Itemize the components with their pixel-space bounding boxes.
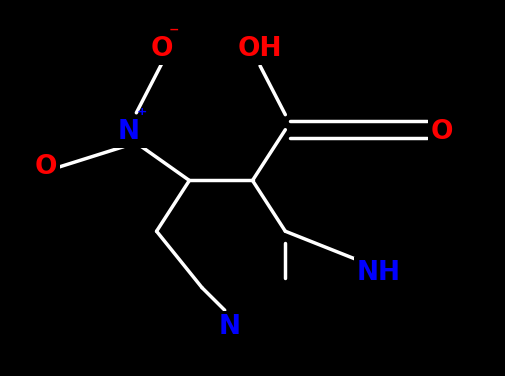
Text: O: O bbox=[431, 118, 453, 145]
Text: N⁺: N⁺ bbox=[111, 118, 147, 145]
Text: ⁺: ⁺ bbox=[136, 107, 146, 126]
Text: O: O bbox=[34, 154, 57, 180]
Text: OH: OH bbox=[238, 36, 282, 62]
Text: O: O bbox=[150, 36, 173, 62]
Text: O⁻: O⁻ bbox=[143, 36, 180, 62]
Text: NH: NH bbox=[357, 259, 401, 286]
Text: N: N bbox=[219, 314, 241, 340]
Text: NH: NH bbox=[357, 259, 401, 286]
Text: O: O bbox=[34, 154, 57, 180]
Text: N: N bbox=[219, 314, 241, 340]
Text: OH: OH bbox=[238, 36, 282, 62]
Text: ⁻: ⁻ bbox=[169, 24, 179, 43]
Text: O: O bbox=[431, 118, 453, 145]
Text: N: N bbox=[118, 118, 140, 145]
